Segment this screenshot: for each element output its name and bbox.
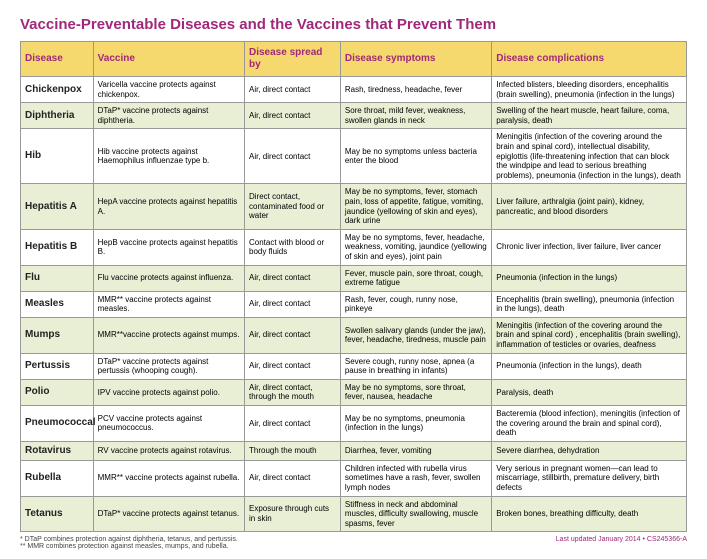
cell-vaccine: Varicella vaccine protects against chick… xyxy=(93,77,244,103)
cell-vaccine: HepB vaccine protects against hepatitis … xyxy=(93,229,244,265)
cell-complications: Paralysis, death xyxy=(492,379,687,405)
cell-vaccine: DTaP* vaccine protects against tetanus. xyxy=(93,496,244,532)
cell-disease: Flu xyxy=(21,265,94,291)
cell-spread: Air, direct contact xyxy=(245,406,341,442)
cell-complications: Infected blisters, bleeding disorders, e… xyxy=(492,77,687,103)
cell-spread: Through the mouth xyxy=(245,441,341,460)
cell-complications: Severe diarrhea, dehydration xyxy=(492,441,687,460)
cell-vaccine: DTaP* vaccine protects against diphtheri… xyxy=(93,103,244,129)
table-row: DiphtheriaDTaP* vaccine protects against… xyxy=(21,103,687,129)
cell-complications: Swelling of the heart muscle, heart fail… xyxy=(492,103,687,129)
cell-vaccine: RV vaccine protects against rotavirus. xyxy=(93,441,244,460)
cell-disease: Measles xyxy=(21,291,94,317)
cell-complications: Pneumonia (infection in the lungs) xyxy=(492,265,687,291)
cell-symptoms: May be no symptoms, fever, stomach pain,… xyxy=(340,184,491,229)
cell-spread: Air, direct contact xyxy=(245,103,341,129)
cell-complications: Meningitis (infection of the covering ar… xyxy=(492,317,687,353)
cell-vaccine: PCV vaccine protects against pneumococcu… xyxy=(93,406,244,442)
col-header-spread: Disease spread by xyxy=(245,42,341,77)
col-header-disease: Disease xyxy=(21,42,94,77)
cell-disease: Mumps xyxy=(21,317,94,353)
cell-symptoms: May be no symptoms unless bacteria enter… xyxy=(340,129,491,184)
cell-vaccine: HepA vaccine protects against hepatitis … xyxy=(93,184,244,229)
cell-symptoms: Rash, tiredness, headache, fever xyxy=(340,77,491,103)
cell-disease: Polio xyxy=(21,379,94,405)
cell-disease: Diphtheria xyxy=(21,103,94,129)
table-row: PneumococcalPCV vaccine protects against… xyxy=(21,406,687,442)
cell-disease: Hepatitis B xyxy=(21,229,94,265)
cell-disease: Pertussis xyxy=(21,353,94,379)
cell-vaccine: DTaP* vaccine protects against pertussis… xyxy=(93,353,244,379)
vaccine-table: Disease Vaccine Disease spread by Diseas… xyxy=(20,41,687,532)
table-row: ChickenpoxVaricella vaccine protects aga… xyxy=(21,77,687,103)
col-header-complications: Disease complications xyxy=(492,42,687,77)
cell-vaccine: IPV vaccine protects against polio. xyxy=(93,379,244,405)
cell-complications: Bacteremia (blood infection), meningitis… xyxy=(492,406,687,442)
cell-symptoms: Severe cough, runny nose, apnea (a pause… xyxy=(340,353,491,379)
cell-spread: Air, direct contact xyxy=(245,353,341,379)
cell-vaccine: Flu vaccine protects against influenza. xyxy=(93,265,244,291)
cell-symptoms: May be no symptoms, sore throat, fever, … xyxy=(340,379,491,405)
cell-spread: Air, direct contact xyxy=(245,129,341,184)
cell-disease: Rubella xyxy=(21,460,94,496)
table-row: HibHib vaccine protects against Haemophi… xyxy=(21,129,687,184)
cell-disease: Rotavirus xyxy=(21,441,94,460)
col-header-vaccine: Vaccine xyxy=(93,42,244,77)
cell-spread: Air, direct contact, through the mouth xyxy=(245,379,341,405)
cell-vaccine: MMR** vaccine protects against rubella. xyxy=(93,460,244,496)
cell-spread: Air, direct contact xyxy=(245,317,341,353)
cell-complications: Pneumonia (infection in the lungs), deat… xyxy=(492,353,687,379)
cell-spread: Contact with blood or body fluids xyxy=(245,229,341,265)
cell-disease: Tetanus xyxy=(21,496,94,532)
cell-symptoms: Sore throat, mild fever, weakness, swoll… xyxy=(340,103,491,129)
cell-spread: Air, direct contact xyxy=(245,291,341,317)
table-row: PertussisDTaP* vaccine protects against … xyxy=(21,353,687,379)
cell-disease: Pneumococcal xyxy=(21,406,94,442)
cell-vaccine: MMR** vaccine protects against measles. xyxy=(93,291,244,317)
cell-spread: Air, direct contact xyxy=(245,460,341,496)
cell-spread: Direct contact, contaminated food or wat… xyxy=(245,184,341,229)
cell-complications: Very serious in pregnant women—can lead … xyxy=(492,460,687,496)
cell-symptoms: May be no symptoms, pneumonia (infection… xyxy=(340,406,491,442)
cell-symptoms: May be no symptoms, fever, headache, wea… xyxy=(340,229,491,265)
cell-symptoms: Stiffness in neck and abdominal muscles,… xyxy=(340,496,491,532)
table-row: FluFlu vaccine protects against influenz… xyxy=(21,265,687,291)
table-row: MumpsMMR**vaccine protects against mumps… xyxy=(21,317,687,353)
cell-symptoms: Fever, muscle pain, sore throat, cough, … xyxy=(340,265,491,291)
cell-complications: Chronic liver infection, liver failure, … xyxy=(492,229,687,265)
cell-complications: Encephalitis (brain swelling), pneumonia… xyxy=(492,291,687,317)
col-header-symptoms: Disease symptoms xyxy=(340,42,491,77)
table-row: Hepatitis AHepA vaccine protects against… xyxy=(21,184,687,229)
cell-spread: Air, direct contact xyxy=(245,265,341,291)
table-row: Hepatitis BHepB vaccine protects against… xyxy=(21,229,687,265)
cell-symptoms: Diarrhea, fever, vomiting xyxy=(340,441,491,460)
table-row: RotavirusRV vaccine protects against rot… xyxy=(21,441,687,460)
cell-disease: Hepatitis A xyxy=(21,184,94,229)
table-header-row: Disease Vaccine Disease spread by Diseas… xyxy=(21,42,687,77)
cell-spread: Exposure through cuts in skin xyxy=(245,496,341,532)
table-row: PolioIPV vaccine protects against polio.… xyxy=(21,379,687,405)
cell-disease: Hib xyxy=(21,129,94,184)
cell-vaccine: Hib vaccine protects against Haemophilus… xyxy=(93,129,244,184)
cell-symptoms: Rash, fever, cough, runny nose, pinkeye xyxy=(340,291,491,317)
cell-spread: Air, direct contact xyxy=(245,77,341,103)
table-row: MeaslesMMR** vaccine protects against me… xyxy=(21,291,687,317)
table-row: TetanusDTaP* vaccine protects against te… xyxy=(21,496,687,532)
cell-symptoms: Swollen salivary glands (under the jaw),… xyxy=(340,317,491,353)
cell-disease: Chickenpox xyxy=(21,77,94,103)
cell-symptoms: Children infected with rubella virus som… xyxy=(340,460,491,496)
cell-complications: Broken bones, breathing difficulty, deat… xyxy=(492,496,687,532)
cell-vaccine: MMR**vaccine protects against mumps. xyxy=(93,317,244,353)
table-row: RubellaMMR** vaccine protects against ru… xyxy=(21,460,687,496)
cell-complications: Meningitis (infection of the covering ar… xyxy=(492,129,687,184)
page-title: Vaccine-Preventable Diseases and the Vac… xyxy=(20,16,687,33)
cell-complications: Liver failure, arthralgia (joint pain), … xyxy=(492,184,687,229)
